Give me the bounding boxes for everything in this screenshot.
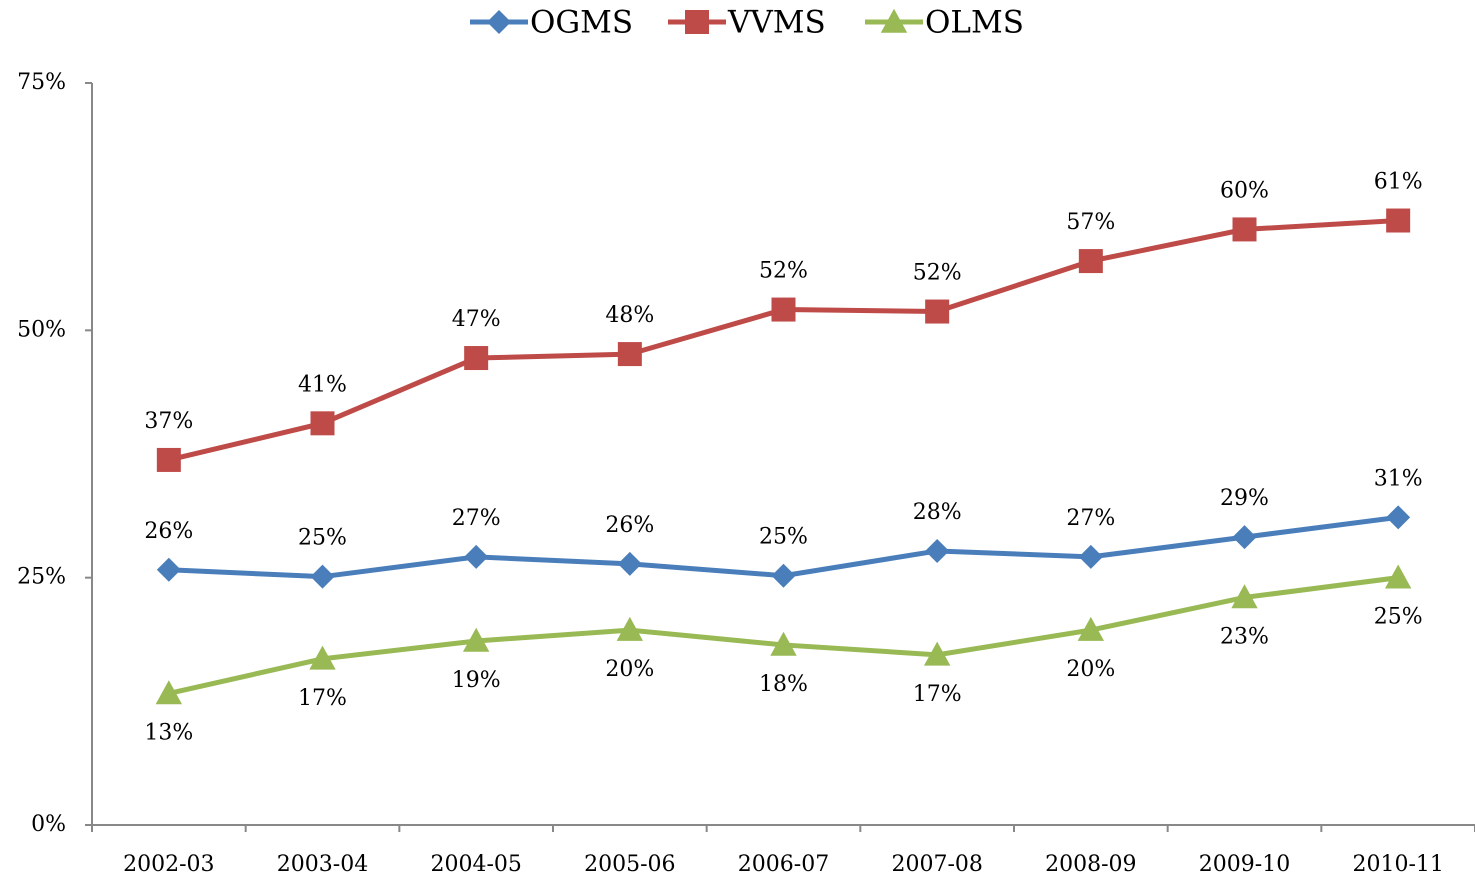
marker bbox=[156, 447, 181, 472]
marker bbox=[771, 563, 796, 588]
data-label: 28% bbox=[913, 500, 962, 525]
data-label: 61% bbox=[1374, 170, 1423, 195]
series-line bbox=[168, 218, 1399, 463]
x-tick-label: 2008-09 bbox=[1045, 852, 1136, 877]
marker bbox=[616, 616, 644, 641]
x-tick-label: 2007-08 bbox=[891, 852, 982, 877]
marker bbox=[617, 342, 642, 367]
marker bbox=[1231, 584, 1258, 609]
y-tick-label: 50% bbox=[17, 317, 66, 342]
data-label: 26% bbox=[144, 519, 193, 544]
data-label: 60% bbox=[1220, 178, 1269, 203]
data-label: 26% bbox=[605, 513, 654, 538]
marker bbox=[487, 10, 511, 34]
marker bbox=[464, 346, 489, 371]
marker bbox=[1077, 616, 1105, 641]
legend-label: VVMS bbox=[727, 5, 826, 41]
x-tick-label: 2004-05 bbox=[430, 852, 521, 877]
data-label: 20% bbox=[605, 657, 654, 682]
data-label: 52% bbox=[913, 261, 962, 286]
marker bbox=[880, 8, 908, 33]
marker bbox=[617, 551, 642, 576]
x-tick-label: 2005-06 bbox=[584, 852, 675, 877]
data-label: 31% bbox=[1374, 466, 1423, 491]
marker bbox=[1386, 208, 1411, 233]
marker bbox=[464, 544, 489, 569]
data-label: 52% bbox=[759, 259, 808, 284]
marker bbox=[1232, 525, 1257, 550]
data-label: 29% bbox=[1220, 486, 1269, 511]
data-label: 47% bbox=[452, 307, 501, 332]
data-label: 57% bbox=[1066, 210, 1115, 235]
data-label: 23% bbox=[1220, 624, 1269, 649]
data-label: 48% bbox=[605, 303, 654, 328]
marker bbox=[925, 299, 950, 324]
data-label: 19% bbox=[452, 668, 501, 693]
data-label: 41% bbox=[298, 372, 347, 397]
data-label: 18% bbox=[759, 672, 808, 697]
marker bbox=[156, 557, 181, 582]
marker bbox=[1384, 564, 1412, 589]
marker bbox=[771, 297, 796, 322]
data-label: 27% bbox=[1066, 506, 1115, 531]
x-tick-label: 2003-04 bbox=[277, 852, 368, 877]
marker bbox=[925, 538, 950, 563]
y-tick-label: 0% bbox=[31, 812, 66, 837]
x-tick-label: 2002-03 bbox=[123, 852, 214, 877]
marker bbox=[1078, 544, 1103, 569]
x-tick-label: 2010-11 bbox=[1352, 852, 1443, 877]
x-tick-label: 2009-10 bbox=[1199, 852, 1290, 877]
y-tick-label: 75% bbox=[17, 70, 66, 95]
data-label: 37% bbox=[144, 409, 193, 434]
marker bbox=[310, 564, 335, 589]
data-label: 17% bbox=[298, 686, 347, 711]
data-label: 25% bbox=[759, 525, 808, 550]
marker bbox=[310, 411, 335, 436]
marker bbox=[1386, 505, 1411, 530]
marker bbox=[923, 641, 951, 666]
marker bbox=[1078, 249, 1103, 274]
data-label: 25% bbox=[1374, 605, 1423, 630]
data-label: 17% bbox=[913, 682, 962, 707]
marker bbox=[309, 645, 336, 670]
data-label: 13% bbox=[144, 720, 193, 745]
marker bbox=[685, 10, 709, 34]
legend-label: OLMS bbox=[925, 5, 1024, 41]
marker bbox=[770, 631, 797, 656]
x-tick-label: 2006-07 bbox=[738, 852, 829, 877]
legend-label: OGMS bbox=[530, 5, 633, 41]
marker bbox=[155, 680, 183, 705]
data-label: 27% bbox=[452, 506, 501, 531]
marker bbox=[462, 627, 490, 652]
data-label: 25% bbox=[298, 526, 347, 551]
data-label: 20% bbox=[1066, 657, 1115, 682]
y-tick-label: 25% bbox=[17, 565, 66, 590]
marker bbox=[1232, 217, 1257, 242]
